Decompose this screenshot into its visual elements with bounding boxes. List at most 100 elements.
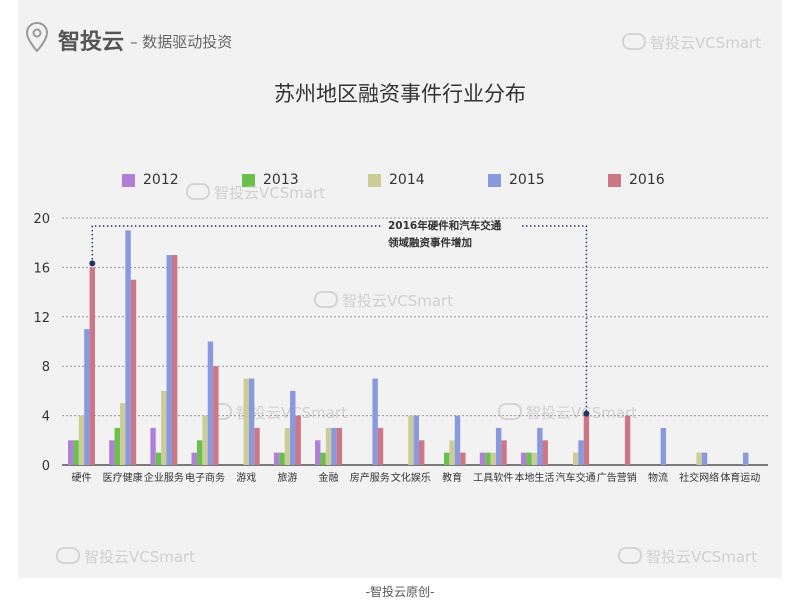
bar xyxy=(419,440,425,465)
bar xyxy=(542,440,548,465)
bar xyxy=(660,427,667,465)
bar xyxy=(501,440,507,465)
cloud-logo-icon xyxy=(498,403,522,420)
x-tick-label: 硬件 xyxy=(72,472,92,484)
bar xyxy=(273,452,280,465)
bar xyxy=(213,366,219,465)
y-tick-label: 0 xyxy=(42,459,50,474)
bar xyxy=(372,378,378,465)
watermark: 智投云VCSmart xyxy=(314,290,453,311)
x-tick-label: 汽车交通 xyxy=(556,471,596,484)
bar xyxy=(243,378,249,465)
location-pin-icon xyxy=(26,22,48,52)
legend-label: 2013 xyxy=(263,172,299,188)
legend-item: 2013 xyxy=(242,170,299,190)
bar xyxy=(150,427,156,465)
bar xyxy=(119,403,126,465)
bar xyxy=(578,440,584,465)
bar xyxy=(254,427,260,465)
bar xyxy=(207,341,214,465)
x-tick-label: 物流 xyxy=(648,471,668,484)
annotation-line-2: 领域融资事件增加 xyxy=(388,237,472,249)
watermark: 智投云VCSmart xyxy=(618,546,757,567)
watermark: 智投云VCSmart xyxy=(56,546,195,567)
watermark: 智投云VCSmart xyxy=(622,32,761,53)
chart-title: 苏州地区融资事件行业分布 xyxy=(274,82,526,106)
brand-slogan: – 数据驱动投资 xyxy=(130,33,233,51)
legend-swatch xyxy=(608,173,621,187)
y-tick-label: 12 xyxy=(33,311,50,326)
bar xyxy=(449,440,455,465)
bar xyxy=(295,415,301,465)
cloud-logo-icon xyxy=(314,291,338,308)
bar xyxy=(526,452,532,465)
x-tick-label: 游戏 xyxy=(236,471,256,484)
bar xyxy=(413,415,420,465)
bar xyxy=(171,255,178,465)
bar xyxy=(248,378,255,465)
cloud-logo-icon xyxy=(622,33,646,50)
bar xyxy=(155,452,162,465)
bar xyxy=(73,440,79,465)
bar xyxy=(166,255,172,465)
x-tick-label: 体育运动 xyxy=(720,471,760,484)
chart-card: 智投云 – 数据驱动投资 智投云VCSmart 苏州地区融资事件行业分布 201… xyxy=(18,0,782,578)
bar xyxy=(572,452,579,465)
bar xyxy=(701,452,708,465)
bar xyxy=(284,427,291,465)
bar xyxy=(743,452,749,465)
legend-label: 2016 xyxy=(629,172,665,188)
bar xyxy=(408,415,414,465)
bar xyxy=(315,440,321,465)
legend-swatch xyxy=(488,173,501,187)
x-tick-label: 旅游 xyxy=(277,471,297,484)
bar xyxy=(531,452,538,465)
annotation-leader xyxy=(522,225,588,414)
bar xyxy=(125,230,131,465)
y-tick-label: 4 xyxy=(42,410,50,425)
x-tick-label: 本地生活 xyxy=(514,471,554,484)
x-tick-label: 文化娱乐 xyxy=(391,471,431,484)
bar xyxy=(78,415,85,465)
bar xyxy=(109,440,115,465)
bar xyxy=(161,390,167,465)
bar xyxy=(191,452,197,465)
y-tick-label: 20 xyxy=(33,212,50,227)
legend-swatch xyxy=(122,173,135,187)
legend-item: 2016 xyxy=(608,170,665,190)
cloud-logo-icon xyxy=(186,183,210,200)
y-tick-label: 8 xyxy=(42,360,50,375)
legend-swatch xyxy=(368,173,381,187)
chart-legend: 2012 2013 2014 2015 2016 xyxy=(18,170,782,192)
cloud-logo-icon xyxy=(618,547,642,564)
bar xyxy=(479,452,486,465)
watermark: 智投云VCSmart xyxy=(186,182,325,203)
bar xyxy=(290,390,296,465)
bar xyxy=(325,427,332,465)
bar xyxy=(68,440,74,465)
bar xyxy=(495,427,502,465)
bar xyxy=(320,452,326,465)
legend-label: 2012 xyxy=(143,172,179,188)
x-tick-label: 广告营销 xyxy=(597,471,637,484)
bar xyxy=(520,452,527,465)
x-tick-label: 金融 xyxy=(319,471,339,484)
annotation-line-1: 2016年硬件和汽车交通 xyxy=(388,220,502,232)
annotation-leader xyxy=(91,225,383,264)
legend-item: 2014 xyxy=(368,170,425,190)
header: 智投云 – 数据驱动投资 智投云VCSmart xyxy=(18,0,782,60)
watermark: 智投云VCSmart xyxy=(498,402,637,423)
bar xyxy=(490,452,496,465)
chart-annotation: 2016年硬件和汽车交通 领域融资事件增加 xyxy=(388,218,501,252)
bar xyxy=(279,452,285,465)
annotation-marker xyxy=(89,260,96,267)
bar xyxy=(485,452,491,465)
bar xyxy=(336,427,343,465)
bar xyxy=(377,427,384,465)
bar xyxy=(84,329,90,465)
brand-name: 智投云 xyxy=(58,30,125,55)
bar xyxy=(624,415,631,465)
x-tick-label: 医疗健康 xyxy=(103,471,143,484)
bar xyxy=(202,415,208,465)
